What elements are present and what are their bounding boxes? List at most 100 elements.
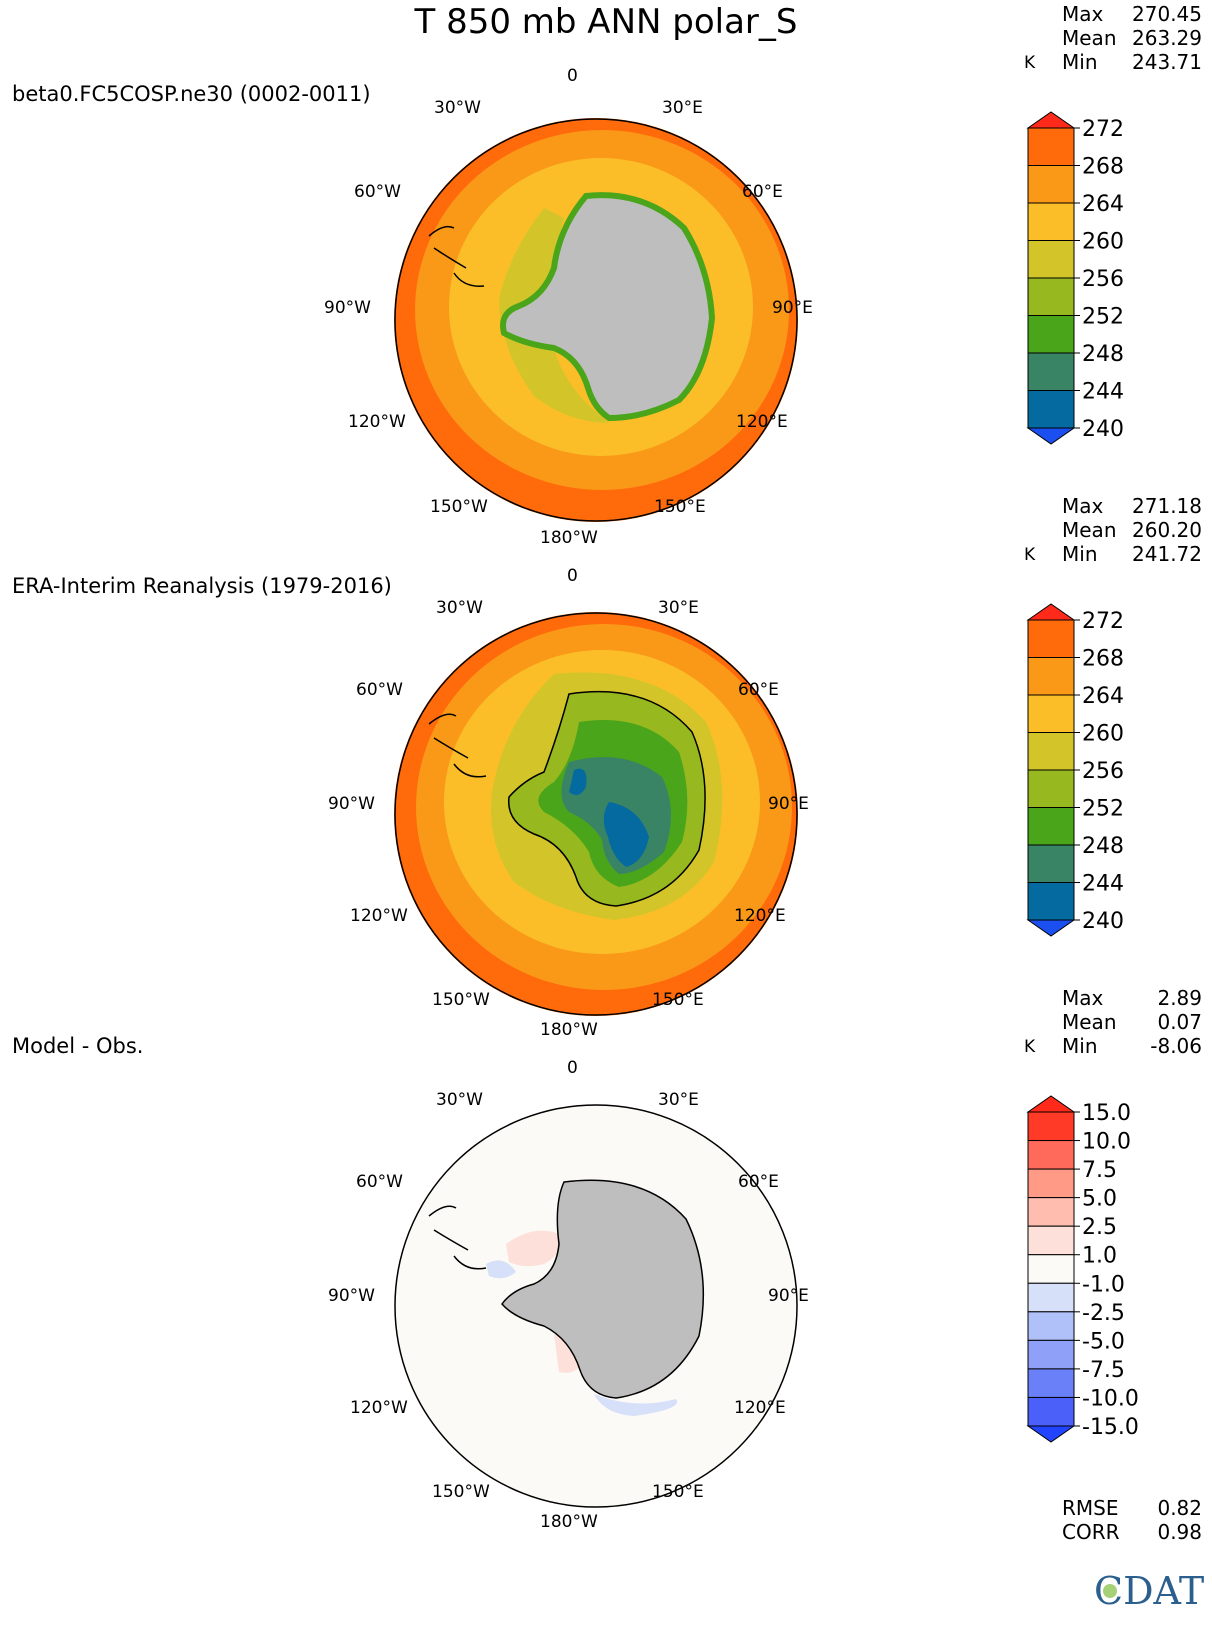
panel-2-lon-120e: 120°E <box>734 906 786 926</box>
panel-3-min-label: Min <box>1062 1034 1098 1058</box>
colorbar-swatch <box>1027 657 1075 696</box>
panel-3-max-value: 2.89 <box>1157 986 1202 1010</box>
panel-2-lon-60w: 60°W <box>356 680 403 700</box>
panel-3-map-border <box>394 1104 798 1508</box>
panel-2-lon-30w: 30°W <box>436 598 483 618</box>
panel-3-min-value: -8.06 <box>1150 1034 1202 1058</box>
panel-1-map-border <box>394 118 798 522</box>
panel-3-lon-150w: 150°W <box>432 1482 490 1502</box>
panel-3-mean-label: Mean <box>1062 1010 1117 1034</box>
panel-1-lon-150e: 150°E <box>654 497 706 517</box>
panel-2-lon-150w: 150°W <box>432 990 490 1010</box>
panel-3-cool-patch-a <box>486 1260 516 1279</box>
panel-1-mean-label: Mean <box>1062 26 1117 50</box>
panel-1-band-256 <box>499 208 609 423</box>
panel-1-lon-120e: 120°E <box>736 412 788 432</box>
panel-3-colorbar: 15.0 10.0 7.5 5.0 2.5 1.0 -1.0 -2.5 -5.0 -7.5 -10.… <box>1026 1095 1139 1443</box>
colorbar-tick-label: 272 <box>1082 117 1124 142</box>
colorbar-swatch <box>1027 1225 1075 1256</box>
panel-2-lon-0: 0 <box>567 566 578 586</box>
panel-1-lon-180w: 180°W <box>540 528 598 548</box>
colorbar-tick-label: -15.0 <box>1082 1415 1139 1440</box>
panel-1-lon-60w: 60°W <box>354 182 401 202</box>
panel-3-units: K <box>1024 1037 1036 1057</box>
colorbar-tick-label: -1.0 <box>1082 1272 1125 1297</box>
colorbar-swatch <box>1027 127 1075 166</box>
panel-2-lon-150e: 150°E <box>652 990 704 1010</box>
colorbar-tick-label: -5.0 <box>1082 1329 1125 1354</box>
colorbar-swatch <box>1027 694 1075 733</box>
panel-3-antarctica <box>501 1179 705 1399</box>
colorbar-swatch <box>1027 1111 1075 1142</box>
colorbar-swatch <box>1027 769 1075 808</box>
panel-3-mean-value: 0.07 <box>1157 1010 1202 1034</box>
colorbar-swatch <box>1027 882 1075 921</box>
colorbar-tick-label: 260 <box>1082 722 1124 747</box>
panel-3-lon-90e: 90°E <box>768 1286 809 1306</box>
colorbar-tick-label: 244 <box>1082 380 1124 405</box>
panel-2-mean-value: 260.20 <box>1132 518 1202 542</box>
colorbar-tick-label: 2.5 <box>1082 1215 1117 1240</box>
panel-1-title: beta0.FC5COSP.ne30 (0002-0011) <box>12 82 371 106</box>
colorbar-swatch <box>1027 390 1075 429</box>
colorbar-swatch <box>1027 619 1075 658</box>
colorbar-tick-label: 260 <box>1082 230 1124 255</box>
panel-1-map <box>394 118 798 522</box>
panel-1-max-label: Max <box>1062 2 1104 26</box>
colorbar-swatch <box>1027 352 1075 391</box>
colorbar-swatch <box>1027 1254 1075 1284</box>
panel-2-min-value: 241.72 <box>1132 542 1202 566</box>
panel-1-units: K <box>1024 53 1036 73</box>
panel-2-units: K <box>1024 545 1036 565</box>
panel-2-map <box>394 612 798 1016</box>
colorbar-tick-label: 240 <box>1082 417 1124 442</box>
colorbar-tick-label: 240 <box>1082 909 1124 934</box>
panel-1-lon-0: 0 <box>567 66 578 86</box>
panel-1-max-value: 270.45 <box>1132 2 1202 26</box>
corr-value: 0.98 <box>1157 1520 1202 1544</box>
colorbar-tick-label: -2.5 <box>1082 1301 1125 1326</box>
panel-2-title: ERA-Interim Reanalysis (1979-2016) <box>12 574 392 598</box>
panel-1-lon-60e: 60°E <box>742 182 783 202</box>
corr-label: CORR <box>1062 1520 1120 1544</box>
panel-2-lon-90w: 90°W <box>328 794 375 814</box>
panel-2-lon-180w: 180°W <box>540 1020 598 1040</box>
panel-1-min-value: 243.71 <box>1132 50 1202 74</box>
panel-2-max-label: Max <box>1062 494 1104 518</box>
colorbar-swatch <box>1027 807 1075 846</box>
colorbar-tick-label: 268 <box>1082 155 1124 180</box>
panel-1-antarctica <box>500 192 716 422</box>
panel-1-lon-90e: 90°E <box>772 298 813 318</box>
colorbar-tick-label: 248 <box>1082 834 1124 859</box>
panel-2-max-value: 271.18 <box>1132 494 1202 518</box>
colorbar-swatch <box>1027 1197 1075 1227</box>
panel-3-lon-0: 0 <box>567 1058 578 1078</box>
panel-3-map <box>394 1104 798 1508</box>
colorbar-tick-label: 252 <box>1082 305 1124 330</box>
colorbar-tick-label: -7.5 <box>1082 1358 1125 1383</box>
panel-2-map-border <box>394 612 798 1016</box>
colorbar-tick-label: 256 <box>1082 759 1124 784</box>
panel-3-lon-30e: 30°E <box>658 1090 699 1110</box>
panel-2-lon-120w: 120°W <box>350 906 408 926</box>
colorbar-tick-label: 15.0 <box>1082 1101 1131 1126</box>
panel-1-lon-90w: 90°W <box>324 298 371 318</box>
colorbar-under-arrow <box>1026 1425 1076 1443</box>
colorbar-swatch <box>1027 1311 1075 1341</box>
colorbar-swatch <box>1027 202 1075 241</box>
panel-3-lon-60e: 60°E <box>738 1172 779 1192</box>
colorbar-tick-label: 5.0 <box>1082 1187 1117 1212</box>
panel-1-lon-120w: 120°W <box>348 412 406 432</box>
panel-3-lon-120e: 120°E <box>734 1398 786 1418</box>
colorbar-swatch <box>1027 844 1075 883</box>
panel-2-peninsula-coast <box>428 713 487 778</box>
rmse-label: RMSE <box>1062 1496 1119 1520</box>
colorbar-swatch <box>1027 315 1075 354</box>
colorbar-tick-label: 264 <box>1082 684 1124 709</box>
panel-3-lon-60w: 60°W <box>356 1172 403 1192</box>
colorbar-swatch <box>1027 1282 1075 1313</box>
panel-2-band-240a <box>603 802 649 867</box>
colorbar-tick-label: 272 <box>1082 609 1124 634</box>
colorbar-swatch <box>1027 277 1075 316</box>
panel-3-warm-patch-a <box>506 1230 560 1267</box>
